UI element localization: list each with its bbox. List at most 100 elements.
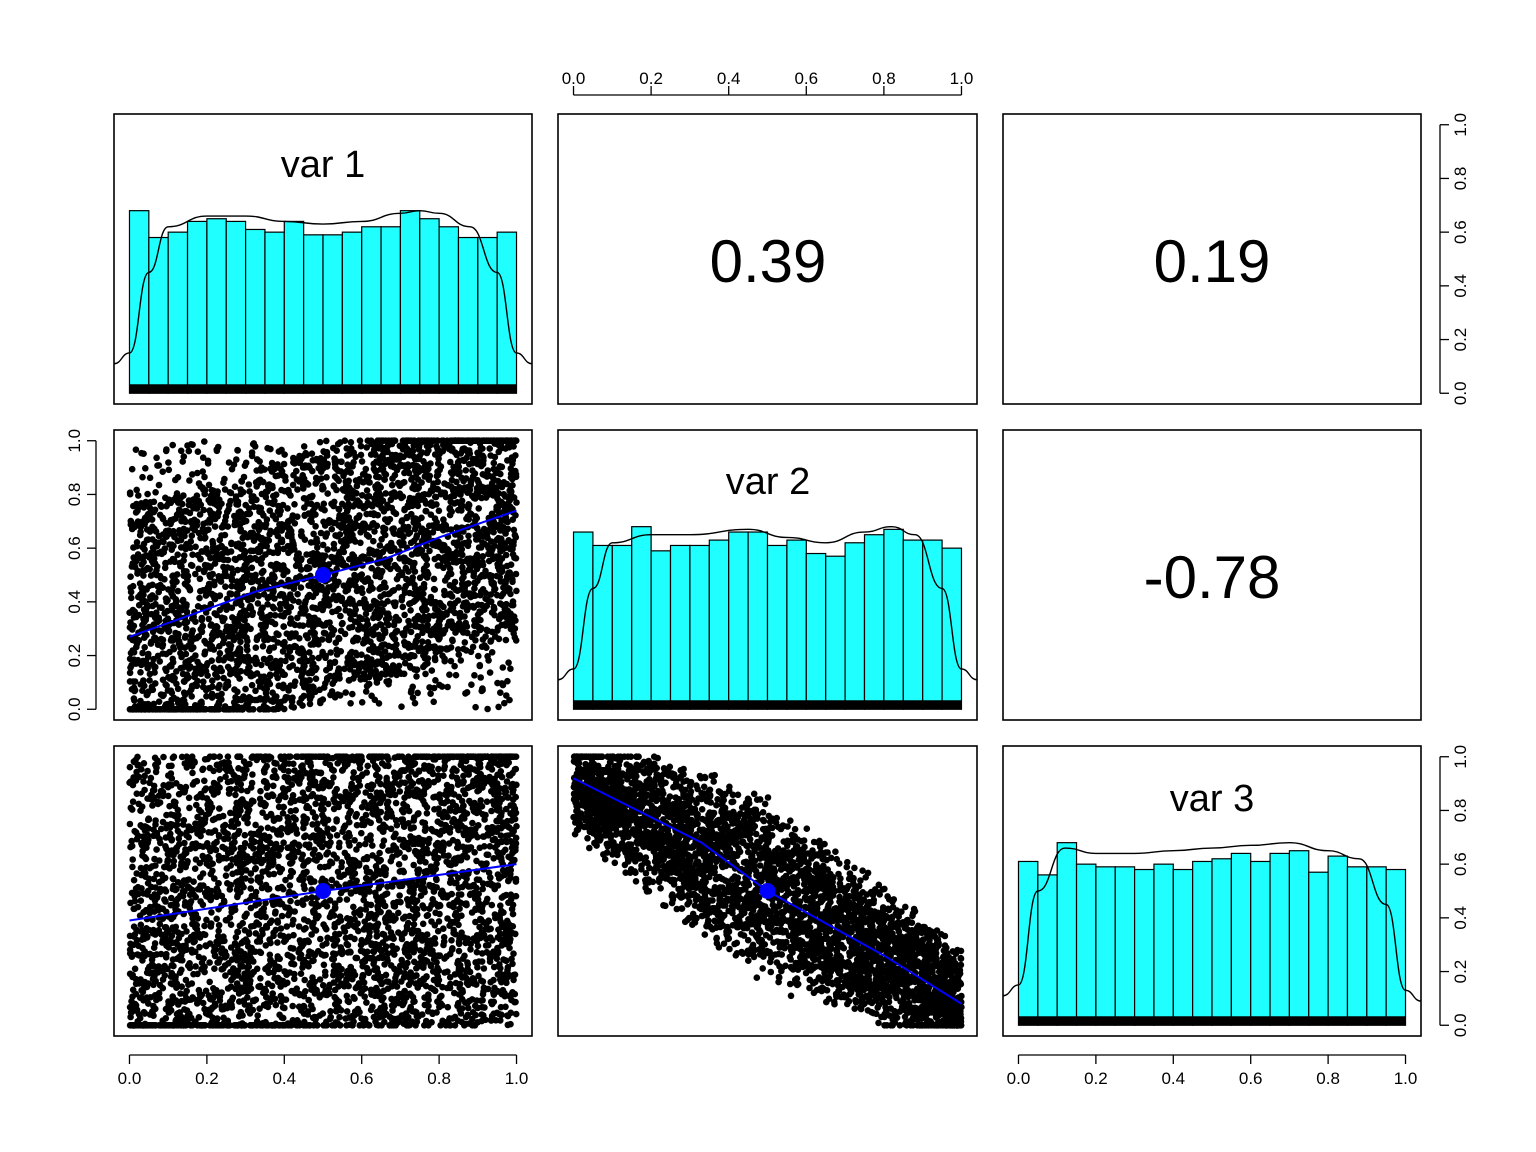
scatter-point <box>411 616 419 623</box>
scatter-point <box>370 631 377 639</box>
scatter-point <box>380 437 387 445</box>
scatter-point <box>456 488 464 496</box>
scatter-point <box>342 934 350 942</box>
scatter-point <box>474 611 482 619</box>
scatter-point <box>237 527 244 535</box>
scatter-point <box>248 449 256 456</box>
scatter-point <box>144 490 151 498</box>
scatter-point <box>303 551 310 558</box>
scatter-point <box>226 590 234 597</box>
scatter-point <box>187 538 195 545</box>
scatter-point <box>288 534 295 541</box>
scatter-point <box>416 574 424 582</box>
scatter-point <box>487 637 495 644</box>
scatter-point <box>420 458 427 465</box>
scatter-point <box>314 544 321 551</box>
scatter-point <box>388 481 396 489</box>
scatter-point <box>384 458 392 465</box>
scatter-point <box>164 687 172 694</box>
scatter-point <box>236 508 244 515</box>
scatter-point <box>354 618 362 626</box>
scatter-point <box>333 475 341 483</box>
scatter-point <box>360 671 368 678</box>
scatter-point <box>226 489 234 496</box>
scatter-point <box>448 437 455 445</box>
hist-bar-3 <box>1211 858 1232 1026</box>
scatter-point <box>479 558 486 566</box>
hist-bar-3 <box>1037 874 1058 1026</box>
scatter-point <box>488 484 496 491</box>
scatter-point <box>175 621 183 628</box>
scatter-point <box>432 677 439 684</box>
scatter-point <box>153 454 160 462</box>
scatter-point <box>200 678 207 685</box>
scatter-point <box>190 644 197 651</box>
hist-bar-1 <box>283 220 305 394</box>
scatter-point <box>192 652 199 659</box>
scatter-point <box>243 510 250 518</box>
scatter-point <box>505 437 512 445</box>
hist-bar-2 <box>631 526 652 710</box>
scatter-point <box>224 985 232 992</box>
scatter-point <box>129 706 136 713</box>
scatter-point <box>267 561 275 569</box>
scatter-point <box>468 681 475 688</box>
hist-bar-1 <box>361 226 382 394</box>
hist-bar-1 <box>264 231 285 394</box>
scatter-point <box>422 670 429 678</box>
scatter-point <box>400 653 407 661</box>
scatter-point <box>225 459 233 466</box>
scatter-point <box>126 669 134 677</box>
scatter-point <box>363 487 371 494</box>
scatter-point <box>319 486 326 493</box>
scatter-point <box>473 630 480 637</box>
scatter-point <box>462 690 469 697</box>
scatter-point <box>257 467 265 474</box>
hist-bar-3 <box>1192 860 1213 1026</box>
scatter-point <box>209 677 216 684</box>
scatter-point <box>485 557 493 565</box>
scatter-point <box>338 561 346 568</box>
scatter-point <box>323 474 330 481</box>
scatter-point <box>399 603 407 611</box>
scatter-point <box>192 570 199 578</box>
scatter-point <box>478 494 485 502</box>
scatter-point <box>128 686 136 693</box>
scatter-point <box>254 532 262 539</box>
hist-bar-2 <box>728 531 749 710</box>
scatter-point <box>273 560 280 568</box>
hist-bar-2 <box>766 544 788 710</box>
scatter-point <box>326 633 333 641</box>
scatter-point <box>368 440 375 448</box>
scatter-point <box>188 706 196 713</box>
scatter-point <box>331 658 339 666</box>
scatter-point <box>159 650 167 657</box>
scatter-point <box>365 533 373 540</box>
scatter-point <box>201 490 208 498</box>
scatter-point <box>343 452 351 459</box>
scatter-point <box>211 560 219 567</box>
scatter-point <box>258 606 265 613</box>
scatter-point <box>510 630 517 637</box>
scatter-point <box>303 463 311 471</box>
scatter-point <box>197 483 204 490</box>
scatter-point <box>360 624 367 632</box>
scatter-point <box>162 888 170 895</box>
scatter-point <box>446 505 454 513</box>
scatter-point <box>138 449 145 457</box>
scatter-point <box>362 465 370 473</box>
scatter-point <box>401 478 408 486</box>
scatter-point <box>465 501 472 508</box>
scatter-point <box>313 501 321 509</box>
scatter-point <box>300 650 308 658</box>
scatter-point <box>395 861 403 868</box>
scatter-point <box>375 459 383 467</box>
scatter-point <box>481 642 488 649</box>
scatter-point <box>337 612 344 620</box>
scatter-point <box>285 687 292 694</box>
scatter-point <box>374 511 382 519</box>
scatter-point <box>512 437 520 445</box>
scatter-point <box>207 510 215 517</box>
scatter-point <box>216 536 223 544</box>
scatter-point <box>168 541 176 548</box>
